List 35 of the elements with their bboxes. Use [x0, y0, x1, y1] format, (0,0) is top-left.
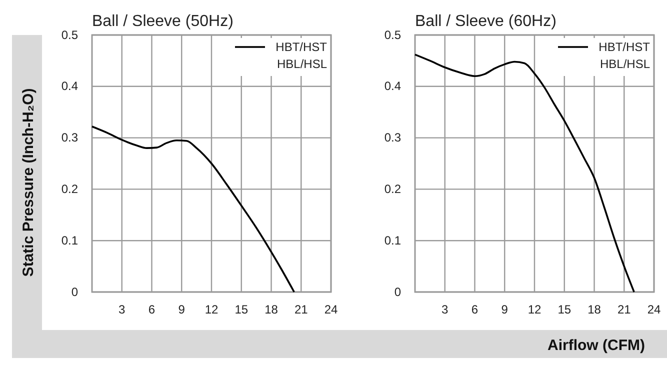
- y-tick-label: 0: [394, 284, 402, 299]
- legend-label: HBT/HST HBL/HSL: [598, 40, 651, 71]
- y-tick-label: 0: [71, 284, 78, 299]
- chart-title: Ball / Sleeve (60Hz): [415, 13, 556, 30]
- y-tick-label: 0.4: [61, 79, 78, 94]
- y-axis-title: Static Pressure (Inch-H₂O): [20, 88, 37, 277]
- y-tick-label: 0.2: [61, 182, 78, 196]
- x-tick-label: 24: [324, 302, 338, 317]
- x-tick-label: 21: [617, 302, 632, 317]
- x-axis-title: Airflow (CFM): [548, 337, 645, 354]
- x-tick-label: 6: [471, 302, 478, 317]
- y-tick-label: 0.5: [61, 28, 78, 42]
- x-tick-label: 18: [264, 302, 278, 317]
- y-tick-label: 0.1: [61, 233, 78, 248]
- x-tick-label: 12: [204, 302, 218, 317]
- chart-title: Ball / Sleeve (50Hz): [92, 13, 234, 30]
- x-tick-label: 24: [647, 302, 661, 317]
- x-tick-label: 15: [558, 302, 572, 317]
- x-tick-label: 3: [118, 302, 126, 317]
- x-tick-label: 21: [294, 302, 308, 317]
- x-tick-label: 15: [234, 302, 248, 317]
- y-tick-label: 0.1: [384, 233, 402, 248]
- y-tick-label: 0.4: [384, 79, 402, 94]
- x-tick-label: 9: [178, 302, 186, 317]
- y-tick-label: 0.5: [384, 28, 402, 42]
- x-tick-label: 3: [442, 302, 449, 317]
- line-series: [91, 126, 296, 293]
- x-tick-label: 9: [501, 302, 508, 317]
- x-tick-label: 6: [148, 302, 156, 317]
- x-tick-label: 18: [588, 302, 602, 317]
- y-tick-label: 0.2: [384, 182, 402, 196]
- y-tick-label: 0.3: [384, 130, 402, 145]
- legend-label: HBT/HST HBL/HSL: [276, 40, 328, 71]
- y-tick-label: 0.3: [61, 130, 78, 145]
- x-tick-label: 12: [528, 302, 542, 317]
